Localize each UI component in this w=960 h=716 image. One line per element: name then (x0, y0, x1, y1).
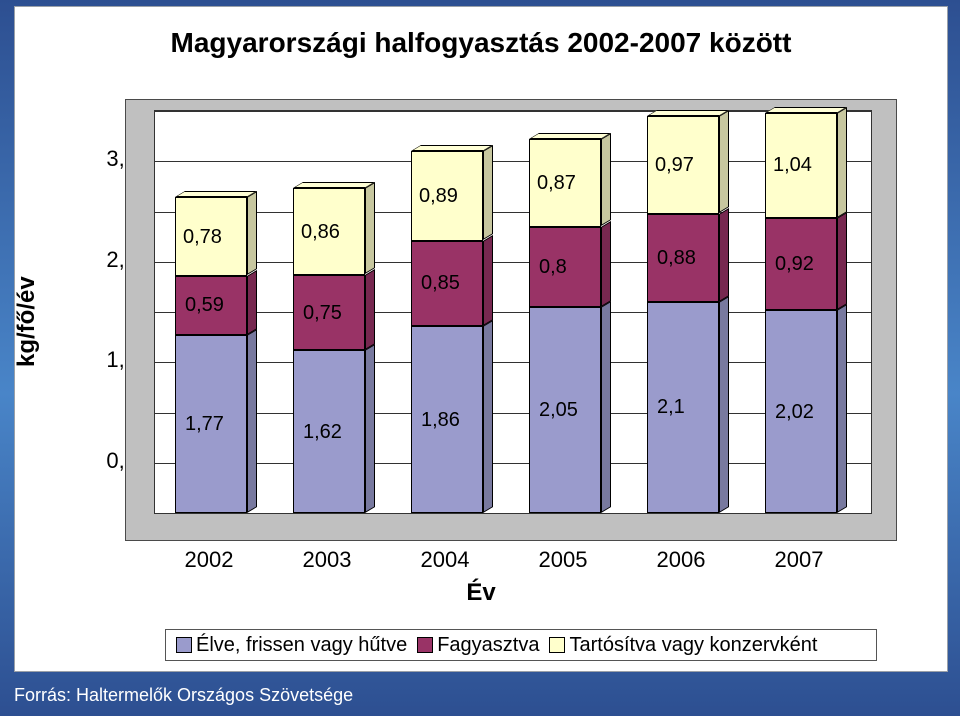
bar-side (837, 212, 847, 310)
slide: Magyarországi halfogyasztás 2002-2007 kö… (0, 0, 960, 716)
bar-side (483, 235, 493, 326)
bar-value-label: 1,62 (303, 421, 342, 444)
bar-side (719, 296, 729, 513)
bar-side (247, 329, 257, 513)
bar-value-label: 0,87 (537, 172, 576, 195)
legend-label: Tartósítva vagy konzervként (569, 634, 817, 656)
x-tick-label: 2007 (763, 547, 835, 573)
bar-side (837, 304, 847, 513)
gridline (155, 312, 871, 313)
gridline (155, 262, 871, 263)
source-text: Forrás: Haltermelők Országos Szövetsége (14, 685, 353, 706)
bar-value-label: 0,92 (775, 253, 814, 276)
bar-side (719, 208, 729, 302)
bar-value-label: 1,86 (421, 409, 460, 432)
legend-swatch (417, 637, 433, 653)
bar-value-label: 0,75 (303, 302, 342, 325)
bar-side (483, 145, 493, 240)
legend-item: Élve, frissen vagy hűtve (176, 634, 407, 657)
bar-value-label: 0,8 (539, 256, 567, 279)
bar-value-label: 0,88 (657, 247, 696, 270)
bar-side (601, 133, 611, 226)
legend-item: Fagyasztva (417, 634, 539, 657)
bar-value-label: 1,77 (185, 413, 224, 436)
bar-side (483, 320, 493, 513)
bar-value-label: 2,05 (539, 399, 578, 422)
x-tick-label: 2005 (527, 547, 599, 573)
bar-side (247, 270, 257, 335)
legend: Élve, frissen vagy hűtve Fagyasztva Tartós… (165, 629, 877, 661)
legend-swatch (549, 637, 565, 653)
legend-label: Fagyasztva (437, 634, 539, 656)
bar-side (601, 221, 611, 307)
bar-value-label: 2,02 (775, 401, 814, 424)
bar-side (837, 107, 847, 218)
bar-side (601, 301, 611, 513)
legend-item: Tartósítva vagy konzervként (549, 634, 817, 657)
chart-title: Magyarországi halfogyasztás 2002-2007 kö… (15, 27, 947, 59)
bar-value-label: 2,1 (657, 396, 685, 419)
bar-side (719, 110, 729, 213)
bar-value-label: 1,04 (773, 154, 812, 177)
gridline (155, 463, 871, 464)
x-tick-label: 2003 (291, 547, 363, 573)
bar-value-label: 0,85 (421, 272, 460, 295)
gridline (155, 212, 871, 213)
gridline (155, 111, 871, 112)
bar-value-label: 0,86 (301, 221, 340, 244)
bar-side (365, 182, 375, 274)
legend-swatch (176, 637, 192, 653)
bar-side (247, 191, 257, 275)
gridline (155, 413, 871, 414)
bar-side (365, 344, 375, 513)
bar-value-label: 0,89 (419, 185, 458, 208)
chart-panel: Magyarországi halfogyasztás 2002-2007 kö… (14, 6, 948, 672)
gridline (155, 161, 871, 162)
y-axis-label: kg/fő/év (13, 276, 41, 367)
bar-side (365, 269, 375, 350)
x-tick-label: 2002 (173, 547, 245, 573)
bar-value-label: 0,59 (185, 294, 224, 317)
legend-label: Élve, frissen vagy hűtve (196, 634, 407, 656)
x-axis-label: Év (15, 579, 947, 607)
bar-value-label: 0,97 (655, 154, 694, 177)
chart-walls: 1,77 0,59 0,78 1,62 0,75 0,86 1,86 0,85 0,89 2,05… (154, 110, 872, 514)
bar-value-label: 0,78 (183, 226, 222, 249)
x-tick-label: 2006 (645, 547, 717, 573)
gridline (155, 362, 871, 363)
chart-plot-area: 1,77 0,59 0,78 1,62 0,75 0,86 1,86 0,85 0,89 2,05… (125, 99, 897, 541)
x-tick-label: 2004 (409, 547, 481, 573)
